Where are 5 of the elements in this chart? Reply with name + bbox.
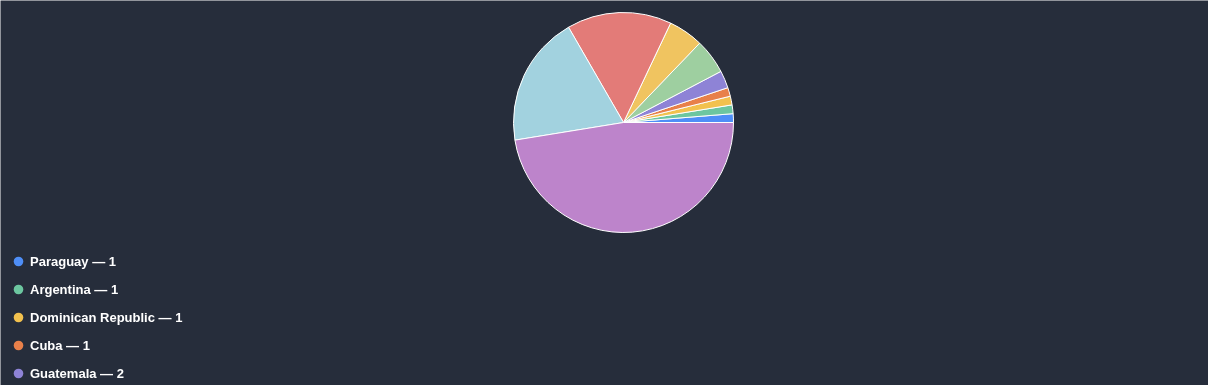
legend-label: Dominican Republic — 1: [30, 309, 183, 325]
legend-label: Cuba — 1: [30, 337, 90, 353]
legend-label: Argentina — 1: [30, 281, 119, 297]
legend-label: Guatemala — 2: [30, 365, 124, 381]
legend-label: Paraguay — 1: [30, 253, 116, 269]
